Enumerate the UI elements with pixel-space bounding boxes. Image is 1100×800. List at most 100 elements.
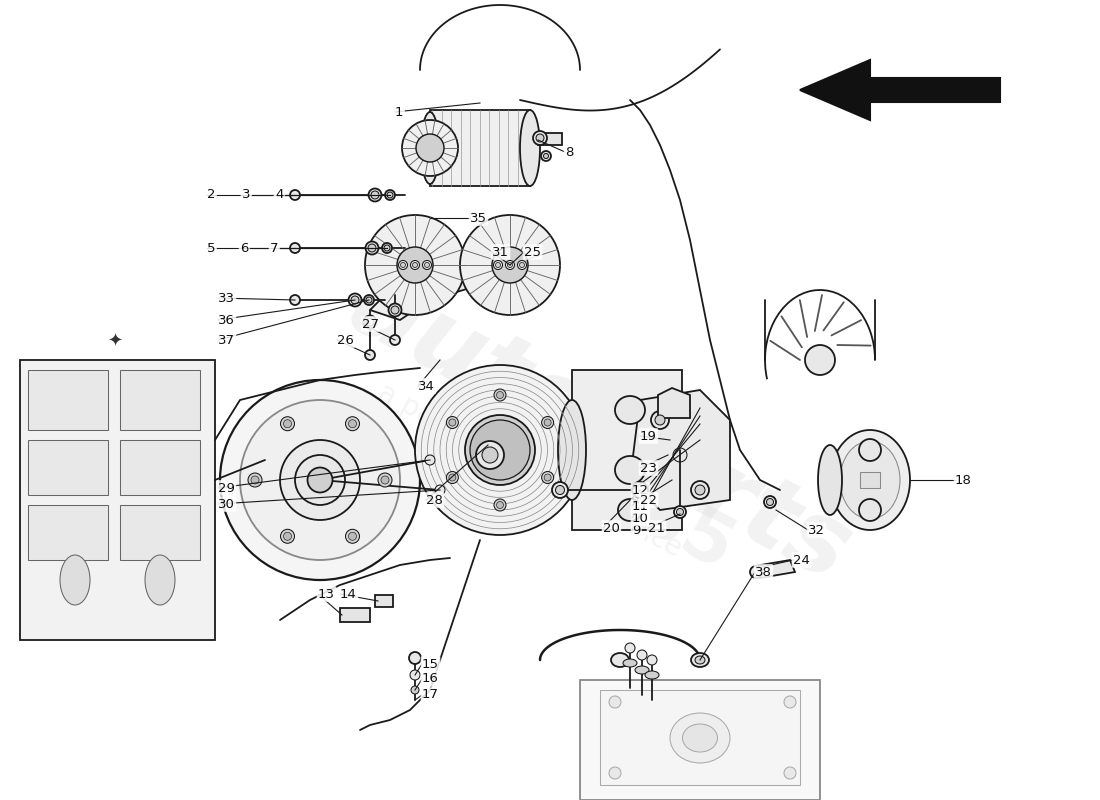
Ellipse shape (447, 471, 459, 483)
Text: 8: 8 (565, 146, 573, 158)
Ellipse shape (60, 555, 90, 605)
Ellipse shape (494, 389, 506, 401)
Text: 30: 30 (218, 498, 235, 510)
Ellipse shape (674, 506, 686, 518)
Text: 26: 26 (337, 334, 354, 346)
Bar (375, 595, 393, 607)
Ellipse shape (543, 154, 549, 158)
Bar (430, 110, 530, 186)
Polygon shape (755, 560, 795, 578)
Ellipse shape (859, 499, 881, 521)
Ellipse shape (251, 476, 258, 484)
Ellipse shape (840, 441, 900, 519)
Polygon shape (630, 390, 730, 510)
Ellipse shape (476, 441, 504, 469)
Bar (28, 505, 108, 560)
Text: 33: 33 (218, 291, 235, 305)
Text: 36: 36 (218, 314, 235, 326)
Ellipse shape (558, 400, 586, 500)
Text: 1: 1 (395, 106, 404, 118)
Ellipse shape (610, 653, 629, 667)
Text: 17: 17 (422, 689, 439, 702)
Text: 28: 28 (426, 494, 443, 506)
Text: 13: 13 (318, 587, 336, 601)
Ellipse shape (691, 481, 710, 499)
Ellipse shape (365, 242, 378, 254)
Ellipse shape (425, 455, 435, 465)
Ellipse shape (284, 532, 292, 540)
Ellipse shape (365, 215, 465, 315)
Ellipse shape (349, 420, 356, 428)
Ellipse shape (541, 151, 551, 161)
Text: 21: 21 (648, 522, 666, 534)
Polygon shape (800, 60, 1000, 120)
Ellipse shape (368, 244, 376, 252)
Bar (538, 133, 562, 145)
Ellipse shape (345, 530, 360, 543)
Ellipse shape (859, 439, 881, 461)
Ellipse shape (470, 420, 530, 480)
Ellipse shape (290, 295, 300, 305)
Ellipse shape (552, 482, 568, 498)
Text: 38: 38 (755, 566, 772, 578)
Ellipse shape (541, 471, 553, 483)
Text: 20: 20 (603, 522, 620, 534)
Ellipse shape (695, 485, 705, 495)
Ellipse shape (388, 303, 401, 317)
Ellipse shape (410, 261, 419, 270)
Ellipse shape (240, 400, 400, 560)
Ellipse shape (615, 456, 645, 484)
Ellipse shape (390, 306, 399, 314)
Ellipse shape (682, 724, 717, 752)
Ellipse shape (368, 189, 382, 202)
Text: 9: 9 (632, 523, 640, 537)
Text: 2: 2 (207, 189, 216, 202)
Text: 34: 34 (418, 379, 434, 393)
Text: 37: 37 (218, 334, 235, 346)
Bar (860, 472, 880, 488)
Ellipse shape (750, 566, 762, 578)
Ellipse shape (416, 134, 444, 162)
Ellipse shape (308, 467, 332, 493)
Ellipse shape (673, 448, 688, 462)
Ellipse shape (366, 297, 372, 303)
Bar (28, 440, 108, 495)
Ellipse shape (364, 295, 374, 305)
Text: 27: 27 (362, 318, 380, 330)
Text: 6: 6 (240, 242, 249, 254)
Ellipse shape (378, 473, 392, 487)
Ellipse shape (449, 419, 455, 426)
Polygon shape (658, 388, 690, 418)
Ellipse shape (637, 650, 647, 660)
Ellipse shape (818, 445, 842, 515)
Ellipse shape (517, 261, 527, 270)
Text: 18: 18 (955, 474, 972, 486)
Text: 23: 23 (640, 462, 657, 474)
Ellipse shape (280, 530, 295, 543)
Ellipse shape (647, 655, 657, 665)
Polygon shape (580, 680, 820, 800)
Ellipse shape (397, 247, 433, 283)
Ellipse shape (409, 652, 421, 664)
Text: 3: 3 (242, 189, 251, 202)
Ellipse shape (290, 190, 300, 200)
Ellipse shape (496, 502, 504, 509)
Ellipse shape (284, 420, 292, 428)
Ellipse shape (434, 485, 446, 495)
Ellipse shape (351, 296, 359, 304)
Ellipse shape (492, 247, 528, 283)
Ellipse shape (349, 294, 362, 306)
Ellipse shape (145, 555, 175, 605)
Ellipse shape (544, 474, 551, 481)
Ellipse shape (520, 110, 540, 186)
Ellipse shape (365, 350, 375, 360)
Text: 19: 19 (640, 430, 657, 442)
Ellipse shape (623, 659, 637, 667)
Ellipse shape (767, 498, 773, 506)
Ellipse shape (541, 417, 553, 429)
Ellipse shape (676, 509, 683, 515)
Ellipse shape (506, 261, 515, 270)
Ellipse shape (830, 430, 910, 530)
Text: 12: 12 (632, 483, 649, 497)
Text: 7: 7 (270, 242, 278, 254)
